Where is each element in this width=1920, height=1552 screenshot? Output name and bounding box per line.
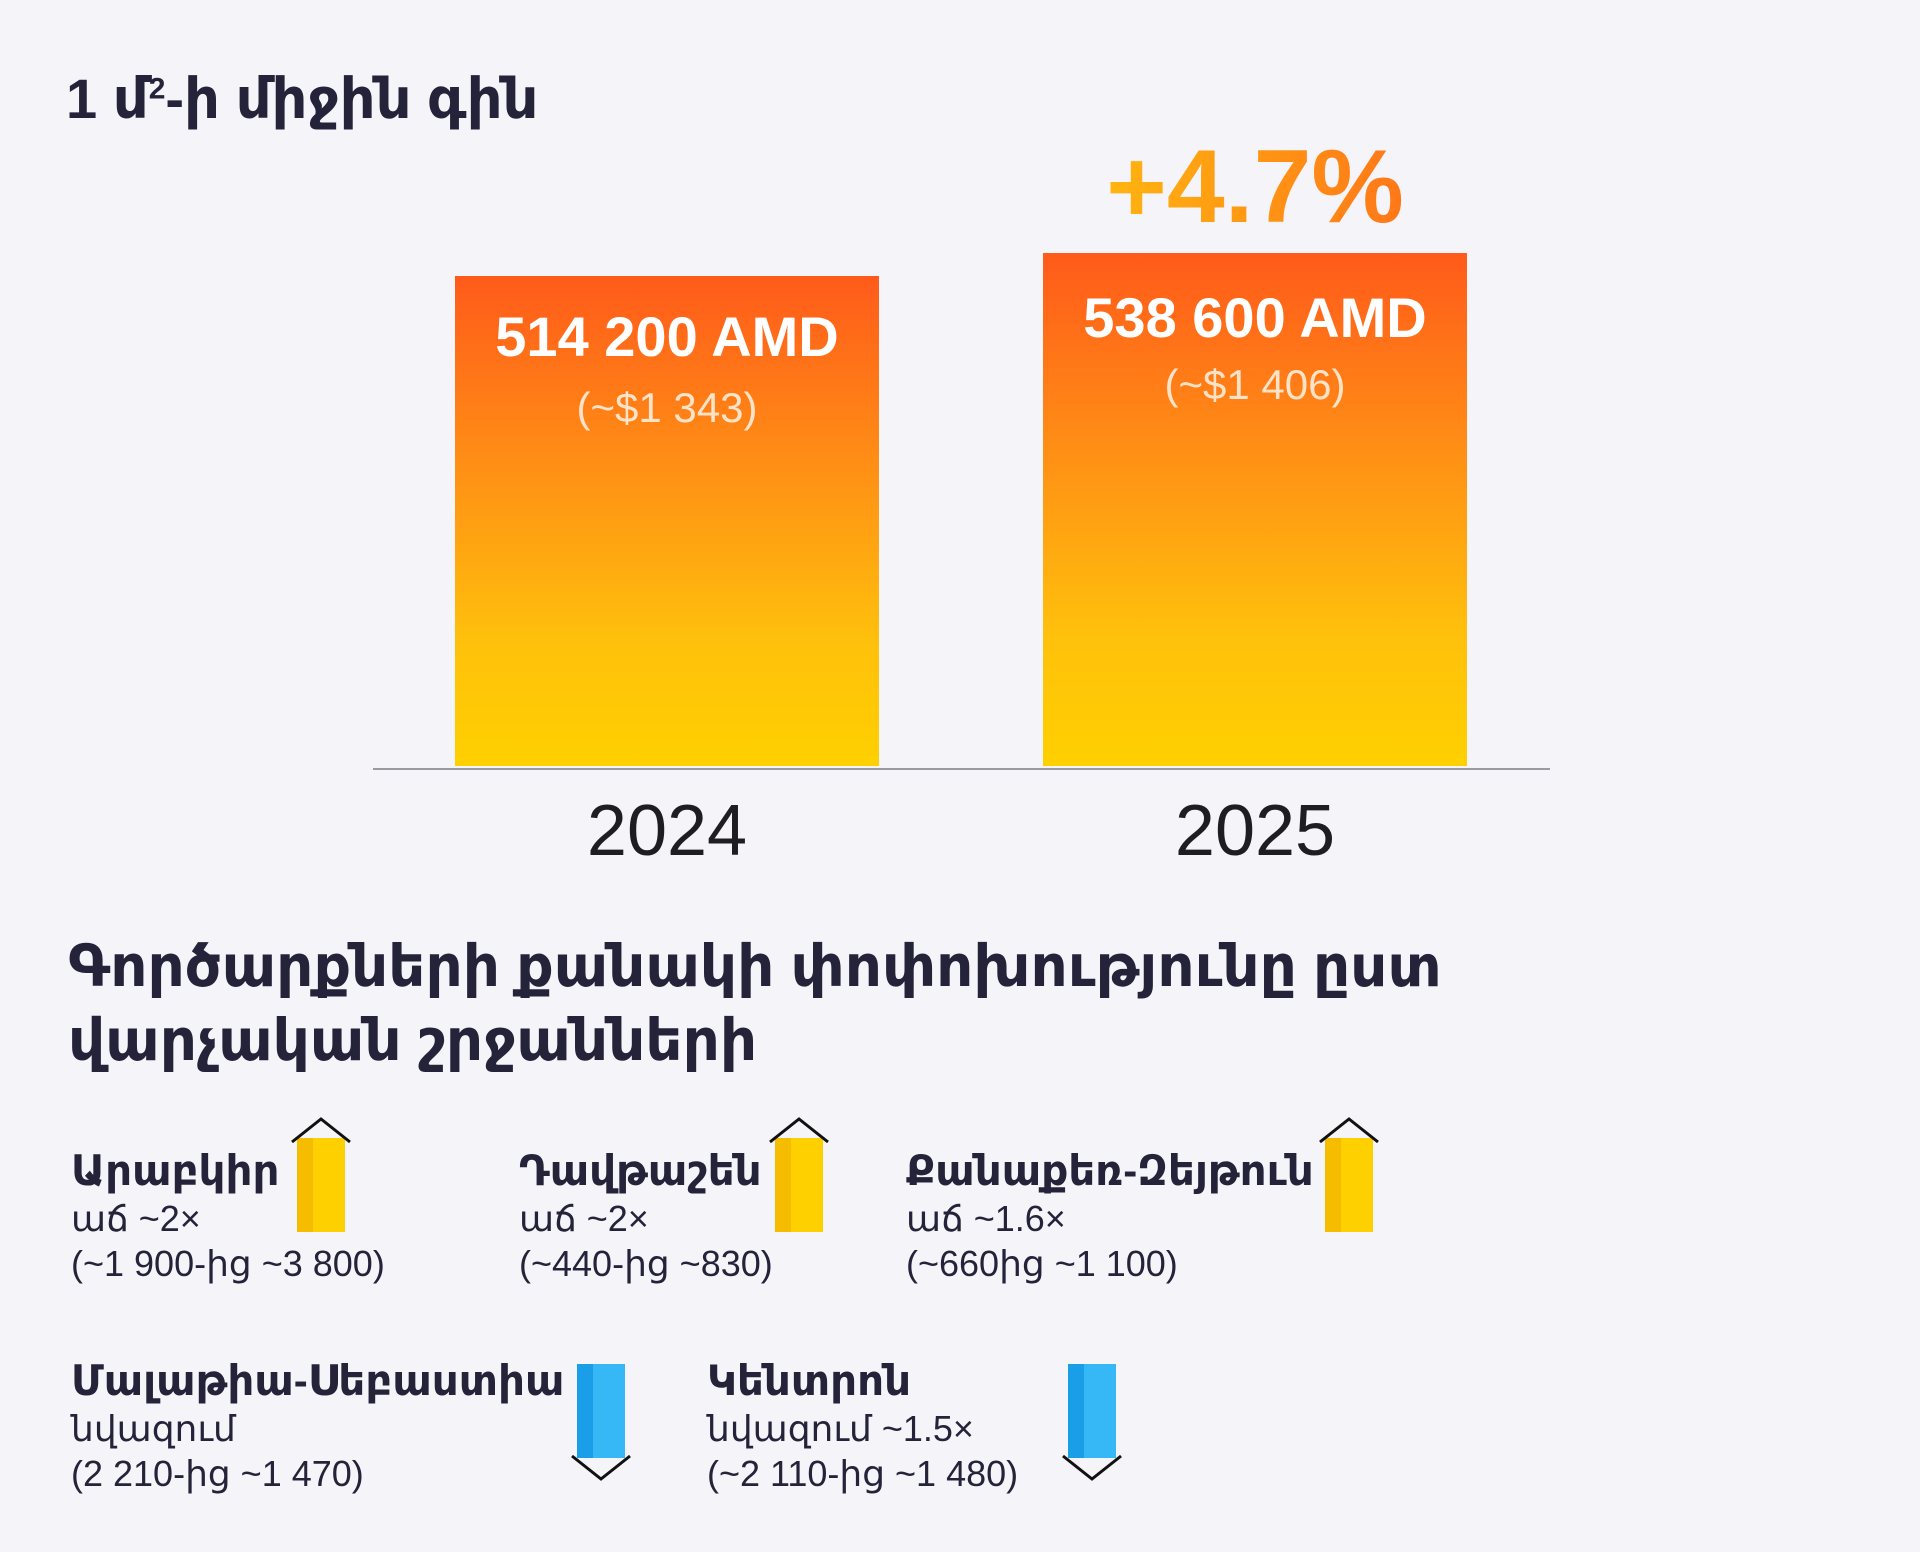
district-change: աճ ~1.6×	[906, 1198, 1066, 1239]
arrow-up-icon	[291, 1117, 351, 1232]
x-tick-label: 2025	[1174, 791, 1336, 871]
district-name: Դավթաշեն	[519, 1147, 762, 1194]
district-item: Մալաթիա-Սեբաստիա նվազում (2 210-ից ~1 470)	[71, 1356, 564, 1496]
arrow-up-icon	[1319, 1117, 1379, 1232]
section-title: Գործարքների քանակի փոփոխությունը ըստ վար…	[68, 934, 1442, 1073]
change-percent: +4.7%	[1043, 128, 1467, 247]
district-name: Քանաքեռ-Զեյթուն	[906, 1147, 1314, 1194]
district-change: աճ ~2×	[519, 1198, 649, 1239]
district-name: Արաբկիր	[71, 1147, 280, 1194]
x-tick-label: 2024	[586, 791, 748, 871]
arrow-up-icon	[769, 1117, 829, 1232]
district-change: աճ ~2×	[71, 1198, 201, 1239]
district-range: (~440-ից ~830)	[519, 1243, 773, 1284]
chart-title: 1 մ2-ի միջին գին	[66, 67, 539, 130]
district-range: (2 210-ից ~1 470)	[71, 1453, 364, 1494]
bar-usd-label: (~$1 406)	[1164, 361, 1346, 408]
district-name: Կենտրոն	[707, 1357, 912, 1404]
district-change: նվազում ~1.5×	[707, 1408, 974, 1449]
bar-value-label: 538 600 AMD	[1083, 286, 1427, 349]
district-item: Արաբկիր աճ ~2× (~1 900-ից ~3 800)	[71, 1146, 385, 1286]
bar-usd-label: (~$1 343)	[576, 384, 758, 431]
district-change: նվազում	[71, 1408, 236, 1449]
district-name: Մալաթիա-Սեբաստիա	[71, 1357, 565, 1404]
arrow-down-icon	[571, 1364, 631, 1481]
bar-2025: 538 600 AMD (~$1 406)	[1043, 253, 1467, 766]
bar-value-label: 514 200 AMD	[495, 305, 839, 368]
district-range: (~660ից ~1 100)	[906, 1243, 1178, 1284]
district-item: Դավթաշեն աճ ~2× (~440-ից ~830)	[519, 1146, 773, 1286]
district-range: (~1 900-ից ~3 800)	[71, 1243, 385, 1284]
district-item: Քանաքեռ-Զեյթուն աճ ~1.6× (~660ից ~1 100)	[906, 1146, 1314, 1286]
bar-2024: 514 200 AMD (~$1 343)	[455, 276, 879, 766]
arrow-down-icon	[1062, 1364, 1122, 1481]
district-range: (~2 110-ից ~1 480)	[707, 1453, 1019, 1494]
x-axis-line	[373, 768, 1550, 770]
district-item: Կենտրոն նվազում ~1.5× (~2 110-ից ~1 480)	[707, 1356, 1018, 1496]
